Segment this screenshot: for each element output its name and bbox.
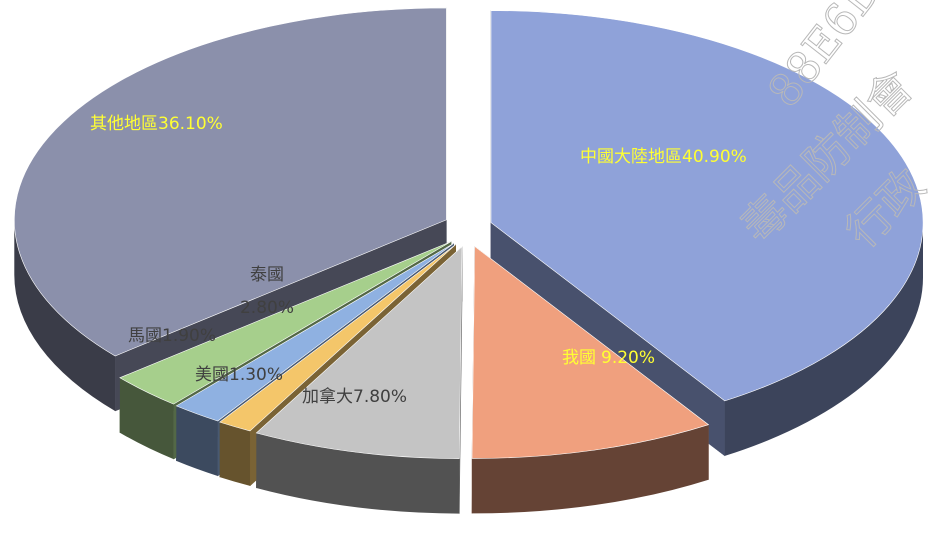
label-category: 其他地區 bbox=[90, 114, 158, 134]
slice-side bbox=[219, 422, 250, 486]
data-label: 美國1.30% bbox=[195, 365, 283, 385]
slice-side bbox=[256, 433, 460, 514]
slice bbox=[490, 10, 924, 402]
label-value: 9.20% bbox=[601, 348, 655, 368]
label-value: 7.80% bbox=[353, 387, 407, 407]
label-value: 1.30% bbox=[229, 365, 283, 385]
slice bbox=[119, 241, 452, 405]
slice bbox=[175, 243, 454, 422]
label-value: 40.90% bbox=[682, 147, 747, 167]
label-category: 加拿大 bbox=[302, 386, 353, 407]
slice-side bbox=[119, 377, 174, 460]
data-label: 加拿大7.80% bbox=[302, 386, 407, 407]
label-value: 36.10% bbox=[158, 114, 223, 134]
slice-side bbox=[14, 219, 116, 411]
label-category: 馬國 bbox=[128, 326, 162, 346]
label-category: 我國 bbox=[562, 348, 596, 368]
slice-side bbox=[472, 424, 709, 514]
data-label: 其他地區36.10% bbox=[90, 114, 223, 134]
label-category: 中國大陸地區 bbox=[580, 147, 682, 167]
label-value: 2.80% bbox=[240, 298, 294, 318]
label-value: 1.90% bbox=[162, 326, 216, 346]
slice bbox=[219, 244, 456, 432]
data-label: 馬國1.90% bbox=[128, 326, 216, 346]
slice-side bbox=[176, 405, 218, 476]
pie bbox=[14, 7, 924, 514]
data-label: 中國大陸地區40.90% bbox=[580, 147, 747, 167]
label-category: 泰國 bbox=[250, 265, 284, 285]
data-label: 泰國 2.80% bbox=[240, 265, 294, 318]
label-category: 美國 bbox=[195, 365, 229, 385]
slice bbox=[255, 245, 463, 459]
slice bbox=[14, 7, 447, 357]
slice-side bbox=[724, 222, 923, 456]
data-labels: 中國大陸地區40.90% 我國 9.20% 加拿大7.80% 美國1.30% 馬國1.90… bbox=[90, 114, 747, 407]
slice bbox=[471, 245, 710, 459]
data-label: 我國 9.20% bbox=[562, 348, 655, 368]
